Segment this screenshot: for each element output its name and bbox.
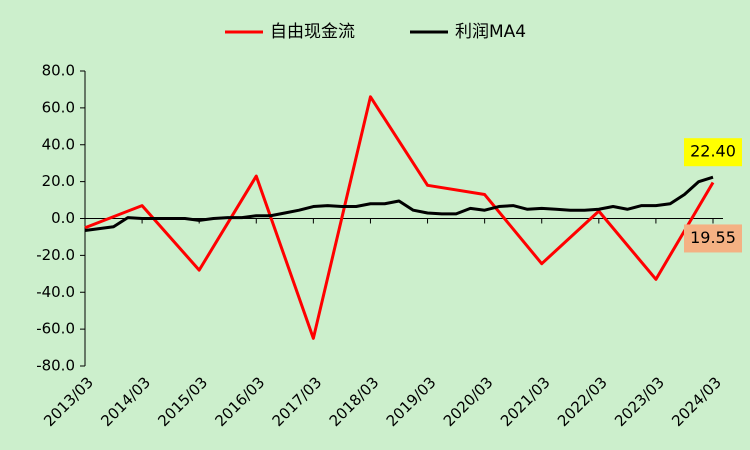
x-tick-label: 2021/03 xyxy=(497,373,554,430)
y-tick-label: 60.0 xyxy=(42,98,75,116)
x-tick-label: 2019/03 xyxy=(383,373,440,430)
y-tick-label: -60.0 xyxy=(36,320,75,338)
x-tick-label: 2017/03 xyxy=(269,373,326,430)
value-label: 19.55 xyxy=(690,228,736,247)
y-tick-label: 20.0 xyxy=(42,172,75,190)
value-label-box xyxy=(684,224,742,253)
line-series xyxy=(84,175,714,232)
value-label-box xyxy=(684,138,742,167)
x-tick-label: 2022/03 xyxy=(554,373,611,430)
y-tick-label: -20.0 xyxy=(36,246,75,264)
x-tick-label: 2020/03 xyxy=(440,373,497,430)
x-tick-label: 2023/03 xyxy=(611,373,668,430)
x-tick-label: 2014/03 xyxy=(97,373,154,430)
x-tick-label: 2016/03 xyxy=(211,373,268,430)
x-tick-label: 2013/03 xyxy=(40,373,97,430)
legend-label: 利润MA4 xyxy=(455,22,526,42)
x-tick-label: 2015/03 xyxy=(154,373,211,430)
x-tick-label: 2024/03 xyxy=(668,373,725,430)
x-tick-label: 2018/03 xyxy=(326,373,383,430)
y-tick-label: -40.0 xyxy=(36,283,75,301)
value-label: 22.40 xyxy=(690,142,736,161)
legend-label: 自由现金流 xyxy=(270,22,355,42)
y-tick-label: 0.0 xyxy=(51,209,75,227)
y-tick-label: 80.0 xyxy=(42,62,75,80)
y-tick-label: -80.0 xyxy=(36,357,75,375)
line-series xyxy=(84,95,715,340)
y-tick-label: 40.0 xyxy=(42,135,75,153)
